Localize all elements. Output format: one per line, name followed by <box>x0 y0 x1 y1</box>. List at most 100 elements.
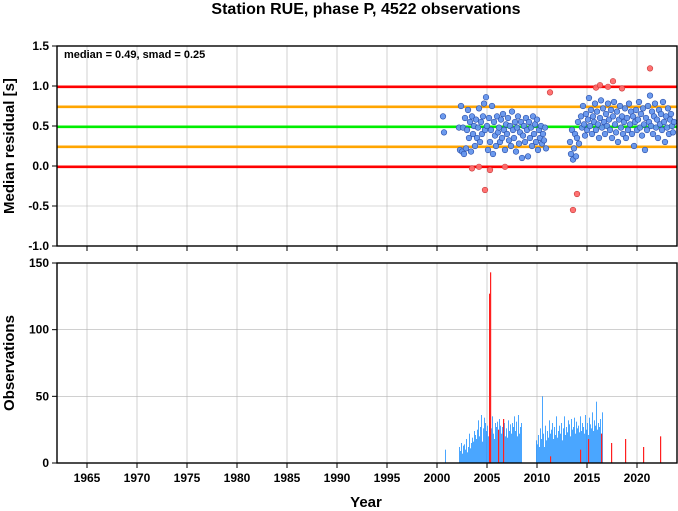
observation-bar <box>563 428 564 463</box>
residual-point <box>626 121 634 128</box>
residual-point <box>658 126 666 134</box>
residual-point <box>641 146 649 154</box>
residual-point <box>528 142 536 150</box>
top-y-tick-label: 1.5 <box>32 39 49 53</box>
residual-point <box>464 106 472 114</box>
observation-bar <box>598 423 599 463</box>
bottom-panel-y-ticks: 0 50 100 150 <box>29 256 57 470</box>
observation-bar <box>561 423 562 463</box>
observation-bar <box>591 428 592 463</box>
observation-bar <box>465 449 466 463</box>
observation-bar <box>602 412 603 463</box>
top-y-tick-label: -1.0 <box>28 239 49 253</box>
observation-bar <box>558 431 559 463</box>
outlier-bar <box>489 293 491 463</box>
observation-bar <box>445 449 446 463</box>
observation-bar <box>578 425 579 463</box>
observation-bar <box>568 420 569 463</box>
residual-point <box>457 102 465 110</box>
observation-bar <box>593 431 594 463</box>
residual-point <box>585 94 593 102</box>
observation-bar <box>496 427 497 463</box>
observation-bar <box>512 423 513 463</box>
residual-point <box>643 126 651 134</box>
residual-point <box>586 122 594 130</box>
residual-point <box>487 126 495 134</box>
residual-point <box>592 126 600 134</box>
outlier-bar <box>643 447 645 463</box>
residual-point <box>660 118 668 126</box>
residual-point <box>511 118 519 126</box>
residual-point <box>529 113 537 120</box>
outlier-point <box>573 190 581 198</box>
outlier-bar <box>550 456 552 463</box>
residual-point <box>440 129 448 136</box>
residual-point <box>507 142 515 150</box>
outlier-bar <box>601 433 603 463</box>
residual-point <box>573 134 581 142</box>
bottom-x-tick-label: 2015 <box>574 471 601 485</box>
residual-point <box>485 114 493 122</box>
residual-point <box>530 130 538 138</box>
bottom-x-tick-label: 1990 <box>324 471 351 485</box>
outlier-bar <box>498 429 500 463</box>
observation-bar <box>576 421 577 463</box>
residual-point <box>521 138 529 146</box>
bottom-panel-bars <box>445 272 662 463</box>
observation-bar <box>551 429 552 463</box>
residual-point <box>589 113 597 120</box>
observation-bar <box>494 439 495 463</box>
observation-bar <box>493 433 494 463</box>
residual-point <box>503 130 511 138</box>
outlier-point <box>546 89 554 96</box>
observation-bar <box>513 427 514 463</box>
residual-point <box>629 113 637 120</box>
residual-point <box>625 100 633 107</box>
residual-point <box>518 154 526 162</box>
outlier-point <box>569 206 577 214</box>
bottom-y-tick-label: 50 <box>36 389 50 403</box>
residual-point <box>613 108 621 115</box>
residual-point <box>512 148 520 155</box>
top-y-tick-label: 0.5 <box>32 119 49 133</box>
observation-bar <box>516 421 517 463</box>
bottom-y-tick-label: 100 <box>29 323 49 337</box>
outlier-bar <box>490 272 492 463</box>
observation-bar <box>580 416 581 463</box>
observation-bar <box>538 435 539 463</box>
residual-point <box>616 102 624 110</box>
residual-point <box>614 138 622 146</box>
observation-bar <box>552 423 553 463</box>
residual-point <box>574 118 582 126</box>
observation-bar <box>461 443 462 463</box>
residual-point <box>653 116 661 123</box>
residual-point <box>611 121 619 128</box>
observation-bar <box>565 435 566 463</box>
observation-bar <box>518 415 519 463</box>
bottom-x-tick-label: 2010 <box>524 471 551 485</box>
outlier-point <box>604 83 612 90</box>
observation-bar <box>521 423 522 463</box>
residual-point <box>483 122 491 130</box>
bottom-x-tick-label: 1985 <box>274 471 301 485</box>
residual-point <box>492 142 500 150</box>
residual-point <box>505 137 513 144</box>
stats-annotation: median = 0.49, smad = 0.25 <box>64 49 205 61</box>
residual-point <box>635 98 643 106</box>
observation-bar <box>485 423 486 463</box>
observation-bar <box>564 416 565 463</box>
residual-point <box>497 116 505 123</box>
observation-bar <box>542 396 543 463</box>
outlier-point <box>475 163 483 170</box>
observation-bar <box>547 431 548 463</box>
residual-point <box>510 134 518 142</box>
residual-point <box>439 113 447 120</box>
observation-bar <box>481 415 482 463</box>
residual-point <box>466 118 474 126</box>
residual-point <box>515 140 523 147</box>
observation-bar <box>541 439 542 463</box>
observation-bar <box>556 416 557 463</box>
outlier-point <box>609 78 617 85</box>
residual-point <box>519 132 527 139</box>
